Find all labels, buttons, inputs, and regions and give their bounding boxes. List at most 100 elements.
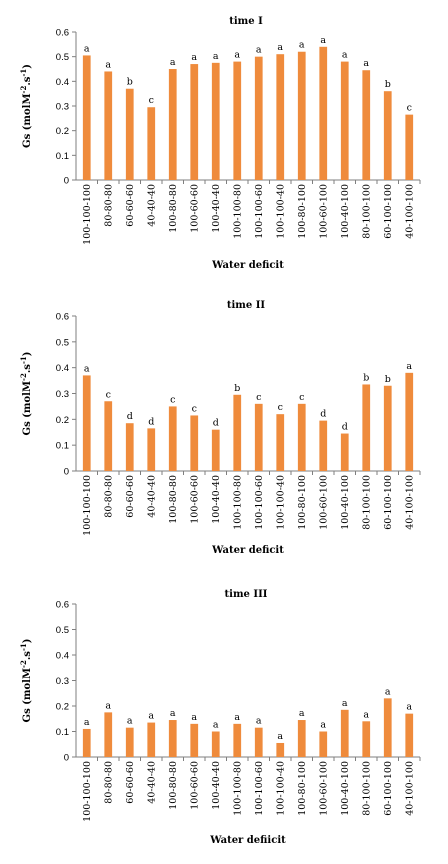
bar-100-60-60 [190, 415, 199, 471]
x-tick-label: 100-60-100 [318, 475, 329, 530]
y-tick-label: 0.2 [56, 415, 69, 426]
y-tick-label: 0 [64, 467, 69, 478]
y-tick-label: 0.6 [56, 28, 69, 39]
bar-100-100-80 [233, 61, 242, 180]
x-tick-label: 60-100-100 [383, 761, 394, 816]
x-tick-label: 100-80-100 [297, 761, 308, 816]
significance-letter: a [213, 720, 219, 731]
x-tick-label: 100-100-80 [232, 761, 243, 816]
bar-100-100-60 [254, 56, 263, 180]
significance-letter: a [213, 51, 219, 62]
bar-100-100-40 [276, 414, 285, 471]
significance-letter: c [256, 392, 261, 403]
significance-letter: a [363, 709, 369, 720]
y-tick-label: 0.4 [56, 651, 69, 662]
significance-letter: a [299, 40, 305, 51]
significance-letter: a [170, 57, 176, 68]
bar-60-100-100 [383, 91, 392, 180]
x-tick-label: 40-40-40 [146, 184, 157, 227]
significance-letter: a [342, 50, 348, 61]
x-tick-label: 40-100-100 [404, 184, 415, 239]
x-tick-label: 80-100-100 [361, 761, 372, 816]
x-tick-label: 80-100-100 [361, 184, 372, 239]
x-axis-label: Water defiicit [209, 835, 286, 846]
bar-40-40-40 [147, 722, 156, 757]
x-tick-label: 100-60-60 [189, 184, 200, 233]
x-tick-label: 40-100-100 [404, 475, 415, 530]
significance-letter: a [84, 43, 90, 54]
significance-letter: a [342, 698, 348, 709]
x-tick-label: 60-60-60 [125, 184, 136, 227]
y-tick-label: 0.3 [56, 102, 69, 113]
y-axis-label: Gs (molM-2.s-1) [19, 64, 34, 148]
significance-letter: d [148, 416, 154, 427]
y-tick-label: 0.6 [56, 600, 69, 611]
x-axis-label: Water deficit [211, 545, 284, 556]
bar-80-100-100 [362, 70, 371, 180]
y-tick-label: 0.2 [56, 126, 69, 137]
x-tick-label: 80-80-80 [103, 184, 114, 227]
bar-100-60-60 [190, 723, 199, 757]
x-tick-label: 100-100-40 [275, 184, 286, 239]
significance-letter: a [234, 50, 240, 61]
bar-100-40-100 [340, 61, 349, 180]
significance-letter: a [277, 42, 283, 53]
bar-100-100-60 [254, 727, 263, 757]
x-tick-label: 100-60-100 [318, 761, 329, 816]
bar-60-100-100 [383, 698, 392, 757]
bar-100-40-40 [211, 429, 220, 471]
significance-letter: d [127, 411, 133, 422]
significance-letter: b [385, 79, 391, 90]
x-tick-label: 100-80-80 [168, 475, 179, 524]
x-tick-label: 100-100-40 [275, 761, 286, 816]
x-tick-label: 100-100-100 [82, 761, 93, 822]
significance-letter: a [256, 45, 262, 56]
bar-100-60-100 [319, 46, 328, 180]
significance-letter: a [406, 702, 412, 713]
bar-100-100-100 [82, 728, 91, 757]
bar-40-100-100 [405, 372, 414, 471]
significance-letter: a [385, 686, 391, 697]
significance-letter: d [213, 418, 219, 429]
bar-100-100-80 [233, 394, 242, 471]
y-axis-label: Gs (molM-2.s-1) [19, 352, 34, 436]
significance-letter: a [148, 711, 154, 722]
y-tick-label: 0.1 [56, 441, 69, 452]
bar-80-80-80 [104, 712, 113, 757]
significance-letter: a [105, 700, 111, 711]
x-tick-label: 80-80-80 [103, 475, 114, 518]
bar-100-40-40 [211, 731, 220, 757]
x-tick-label: 100-100-40 [275, 475, 286, 530]
significance-letter: a [191, 712, 197, 723]
x-tick-label: 100-100-80 [232, 184, 243, 239]
x-tick-label: 100-40-100 [340, 761, 351, 816]
y-tick-label: 0.5 [56, 337, 69, 348]
chart-title: time II [227, 300, 266, 311]
significance-letter: d [320, 409, 326, 420]
x-tick-label: 100-60-100 [318, 184, 329, 239]
x-tick-label: 100-40-100 [340, 475, 351, 530]
x-tick-label: 80-100-100 [361, 475, 372, 530]
x-tick-label: 100-80-100 [297, 184, 308, 239]
x-tick-label: 40-100-100 [404, 761, 415, 816]
significance-letter: a [191, 52, 197, 63]
x-tick-label: 100-80-80 [168, 184, 179, 233]
bar-100-80-80 [168, 69, 177, 180]
y-tick-label: 0.6 [56, 312, 69, 323]
y-tick-label: 0.1 [56, 727, 69, 738]
x-tick-label: 40-40-40 [146, 475, 157, 518]
bar-80-100-100 [362, 721, 371, 757]
bar-100-60-100 [319, 420, 328, 471]
bar-100-40-100 [340, 709, 349, 757]
x-tick-label: 100-40-40 [211, 184, 222, 233]
significance-letter: b [127, 77, 133, 88]
bar-80-100-100 [362, 384, 371, 471]
significance-letter: a [320, 35, 326, 46]
chart-title: time I [229, 16, 263, 27]
significance-letter: a [406, 361, 412, 372]
significance-letter: c [170, 394, 175, 405]
bar-40-40-40 [147, 428, 156, 471]
y-tick-label: 0.5 [56, 52, 69, 63]
chart-title: time III [225, 589, 268, 600]
